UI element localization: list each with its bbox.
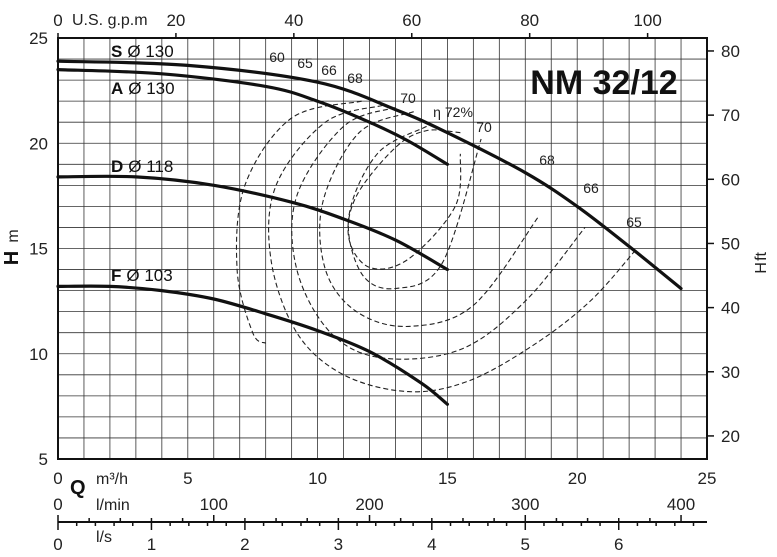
chart-title: NM 32/12	[530, 64, 677, 102]
curve-label-S: S Ø 130	[111, 42, 174, 61]
y-left-tick-label: 5	[39, 450, 48, 469]
y-left-tick-label: 15	[29, 240, 48, 259]
x-tick-label: 0	[53, 469, 62, 488]
right-axis-title: H ft	[753, 251, 770, 273]
top-axis-tick-label: 0	[53, 11, 62, 30]
top-axis-tick-label: 40	[284, 11, 303, 30]
y-right-tick-label: 60	[721, 170, 740, 189]
lmin-tick-label: 200	[355, 495, 383, 514]
y-right-tick-label: 70	[721, 106, 740, 125]
efficiency-contours	[235, 100, 638, 393]
efficiency-eta: η	[433, 104, 441, 120]
efficiency-label: 66	[583, 180, 599, 196]
ls-tick-label: 4	[427, 535, 436, 554]
curve-label-A: A Ø 130	[111, 79, 175, 98]
ls-tick-label: 1	[147, 535, 156, 554]
curve-label-D: D Ø 118	[111, 157, 173, 176]
efficiency-contour-72	[347, 129, 462, 270]
efficiency-contour-70	[347, 125, 482, 290]
lmin-tick-label: 0	[53, 495, 62, 514]
right-axis-letter: H	[753, 262, 770, 274]
curve-letter: S	[111, 42, 122, 61]
top-axis-tick-label: 60	[402, 11, 421, 30]
x-tick-label: 5	[183, 469, 192, 488]
pump-curve-S	[56, 59, 683, 291]
pump-curve-D	[56, 174, 449, 272]
ls-tick-label: 6	[614, 535, 623, 554]
efficiency-label: 70	[400, 90, 416, 106]
efficiency-label-peak: η 72%	[433, 104, 473, 120]
y-left-tick-label: 10	[29, 345, 48, 364]
left-axis-letter: H	[1, 251, 23, 265]
curve-label-F: F Ø 103	[111, 266, 173, 285]
y-right-tick-label: 30	[721, 363, 740, 382]
ls-axis-unit: l/s	[96, 529, 112, 546]
efficiency-contour-66	[291, 106, 586, 360]
lmin-tick-label: 300	[511, 495, 539, 514]
top-axis-tick-label: 100	[633, 11, 661, 30]
x-tick-label: 10	[308, 469, 327, 488]
curve-letter: F	[111, 266, 121, 285]
top-axis-tick-label: 80	[520, 11, 539, 30]
lmin-axis-unit: l/min	[96, 497, 130, 514]
lmin-tick-label: 100	[200, 495, 228, 514]
x-tick-label: 20	[568, 469, 587, 488]
y-right-tick-label: 50	[721, 234, 740, 253]
lmin-tick-label: 400	[667, 495, 695, 514]
ls-tick-label: 2	[240, 535, 249, 554]
curve-letter: D	[111, 157, 123, 176]
pump-curves	[56, 59, 683, 406]
x-axis-letter: Q	[70, 477, 86, 499]
x-tick-label: 15	[438, 469, 457, 488]
efficiency-value: 72%	[445, 104, 473, 120]
left-axis-unit: m	[5, 229, 22, 242]
curve-letter: A	[111, 79, 123, 98]
efficiency-label: 68	[347, 70, 363, 86]
curve-diameter: Ø 103	[126, 266, 172, 285]
ls-tick-label: 5	[521, 535, 530, 554]
right-axis-unit: ft	[753, 251, 770, 260]
y-right-tick-label: 80	[721, 42, 740, 61]
efficiency-contour-68	[319, 111, 539, 327]
curve-diameter: Ø 130	[128, 79, 174, 98]
left-axis-title: H m	[1, 229, 23, 265]
efficiency-contour-60	[235, 100, 362, 344]
pump-curve-A	[56, 68, 449, 166]
y-right-tick-label: 20	[721, 427, 740, 446]
efficiency-label: 60	[269, 49, 285, 65]
efficiency-label: 68	[539, 152, 555, 168]
y-left-tick-label: 25	[29, 29, 48, 48]
x-tick-label: 25	[698, 469, 717, 488]
plot-border	[57, 37, 708, 460]
ls-tick-label: 3	[334, 535, 343, 554]
curve-diameter: Ø 130	[127, 42, 173, 61]
pump-curve-F	[56, 284, 449, 406]
y-left-tick-label: 20	[29, 134, 48, 153]
x-axis-unit: m³/h	[96, 471, 128, 488]
efficiency-label: 66	[321, 62, 337, 78]
ls-tick-label: 0	[53, 535, 62, 554]
top-axis-unit: U.S. g.p.m	[72, 12, 148, 29]
efficiency-label: 65	[297, 55, 313, 71]
plot-frame	[57, 37, 708, 460]
curve-diameter: Ø 118	[128, 157, 173, 176]
top-axis-tick-label: 20	[166, 11, 185, 30]
efficiency-label: 65	[626, 214, 642, 230]
efficiency-label: 70	[476, 119, 492, 135]
y-right-tick-label: 40	[721, 299, 740, 318]
